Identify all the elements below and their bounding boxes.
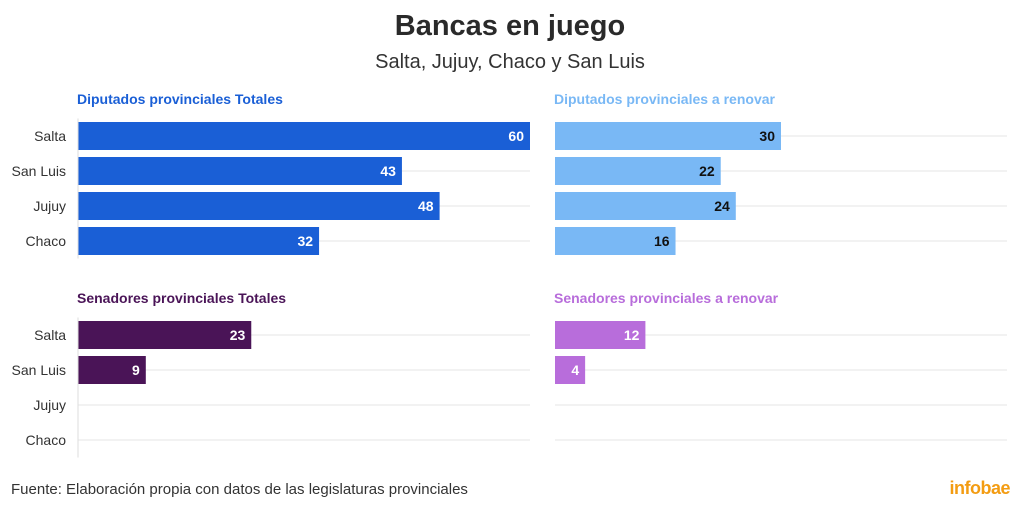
bar: [555, 122, 781, 150]
category-label: San Luis: [12, 163, 66, 179]
chart-subtitle: Salta, Jujuy, Chaco y San Luis: [375, 51, 645, 73]
data-label: 12: [624, 327, 640, 343]
data-label: 32: [297, 233, 313, 249]
data-label: 43: [380, 163, 396, 179]
data-label: 30: [759, 128, 775, 144]
infobae-logo: infobae: [949, 478, 1010, 498]
bar: [78, 321, 252, 349]
category-label: San Luis: [12, 362, 66, 378]
data-label: 23: [230, 327, 246, 343]
data-label: 22: [699, 163, 715, 179]
data-label: 60: [508, 128, 524, 144]
bar: [78, 356, 146, 384]
bar: [78, 192, 440, 220]
chart-title: Bancas en juego: [394, 10, 626, 42]
bar: [555, 356, 586, 384]
bar: [78, 227, 320, 255]
bar: [555, 192, 736, 220]
panel-title: Senadores provinciales a renovar: [554, 290, 779, 306]
panel-title: Senadores provinciales Totales: [77, 290, 286, 306]
category-label: Chaco: [26, 432, 67, 448]
bar: [78, 122, 530, 150]
data-label: 9: [132, 362, 140, 378]
panel-title: Diputados provinciales Totales: [77, 91, 283, 107]
data-label: 48: [418, 198, 434, 214]
panel-title: Diputados provinciales a renovar: [554, 91, 776, 107]
bar: [555, 227, 676, 255]
source-note: Fuente: Elaboración propia con datos de …: [11, 481, 468, 498]
chart-area: Diputados provinciales Totales Salta 60 San…: [12, 91, 1007, 458]
data-label: 24: [714, 198, 730, 214]
category-label: Jujuy: [33, 198, 66, 214]
bar: [78, 157, 402, 185]
bar: [555, 321, 646, 349]
category-label: Chaco: [26, 233, 67, 249]
bar: [555, 157, 721, 185]
category-label: Salta: [34, 327, 66, 343]
data-label: 16: [654, 233, 670, 249]
data-label: 4: [571, 362, 579, 378]
category-label: Salta: [34, 128, 66, 144]
category-label: Jujuy: [33, 397, 66, 413]
